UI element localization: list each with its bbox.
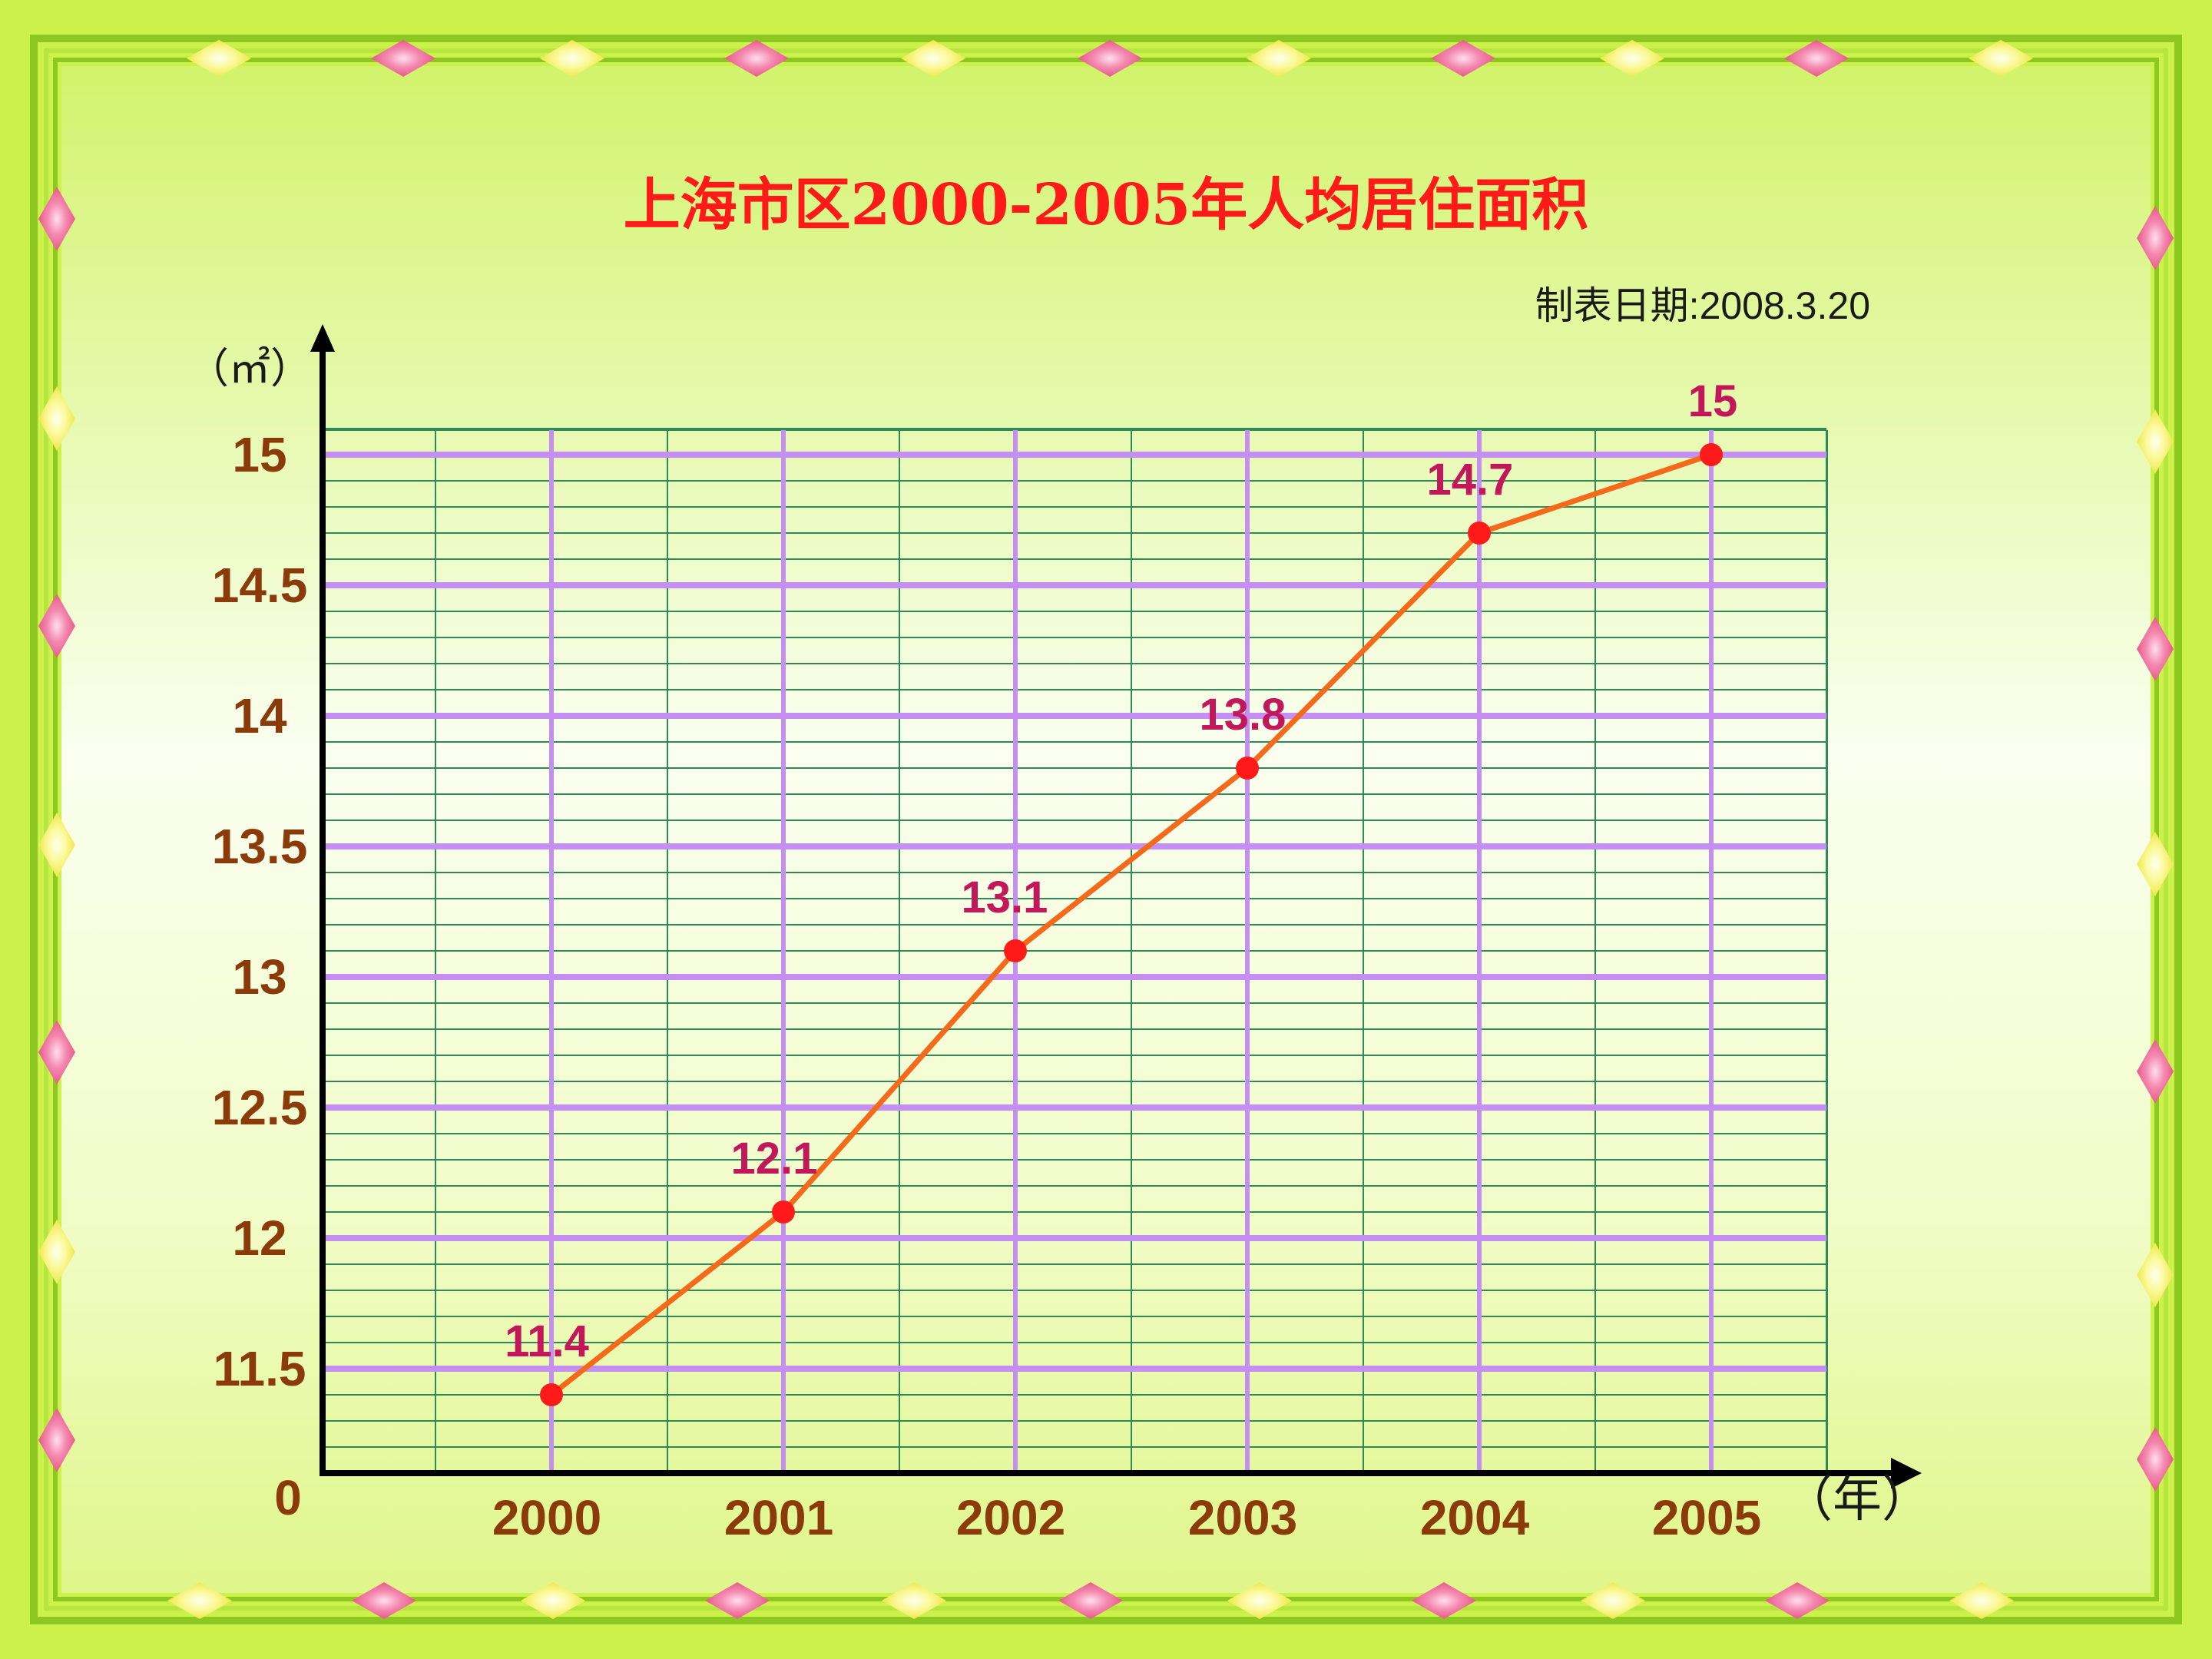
y-origin-label: 0 xyxy=(274,1470,302,1525)
diamond-ornament xyxy=(1227,1582,1292,1619)
diamond-ornament xyxy=(882,1582,946,1619)
diamond-ornament xyxy=(1765,1582,1830,1619)
diamond-ornament xyxy=(1247,40,1311,77)
x-axis-arrow xyxy=(1891,1458,1922,1488)
diamond-ornament xyxy=(38,1408,75,1472)
data-point xyxy=(1236,757,1259,780)
axes xyxy=(310,324,1922,1488)
y-axis-unit-label: （㎡） xyxy=(187,346,312,392)
diamond-ornament xyxy=(2137,1243,2174,1307)
y-tick-label: 11.5 xyxy=(213,1341,306,1396)
data-label: 14.7 xyxy=(1427,455,1514,505)
y-tick-label: 15 xyxy=(232,427,286,482)
x-tick-label: 2003 xyxy=(1188,1490,1297,1545)
diamond-ornament xyxy=(2137,206,2174,270)
data-point xyxy=(1700,443,1723,466)
diamond-ornament xyxy=(1949,1582,2014,1619)
diamond-ornament xyxy=(1600,40,1664,77)
data-points xyxy=(540,443,1723,1406)
data-label: 15 xyxy=(1688,376,1738,426)
diamond-border-decoration xyxy=(38,40,2174,1619)
x-tick-labels: 2000 2001 2002 2003 2004 2005 xyxy=(492,1490,1761,1545)
diamond-ornament xyxy=(1581,1582,1645,1619)
diamond-ornament xyxy=(1969,40,2033,77)
data-point xyxy=(540,1383,563,1406)
diamond-ornament xyxy=(38,594,75,658)
y-tick-label: 13.5 xyxy=(212,819,308,874)
diamond-ornament xyxy=(724,40,789,77)
diamond-ornament xyxy=(38,813,75,877)
data-label: 13.8 xyxy=(1200,690,1286,740)
diamond-ornament xyxy=(38,1220,75,1284)
diamond-ornament xyxy=(38,187,75,251)
diamond-ornament xyxy=(2137,617,2174,681)
grid-major xyxy=(323,430,1826,1473)
x-tick-label: 2001 xyxy=(724,1490,833,1545)
y-tick-label: 14 xyxy=(232,688,287,743)
x-tick-label: 2000 xyxy=(492,1490,601,1545)
x-axis-unit-label: （年） xyxy=(1783,1472,1931,1527)
data-labels: 11.4 12.1 13.1 13.8 14.7 15 xyxy=(505,376,1737,1366)
diamond-ornament xyxy=(521,1582,585,1619)
diamond-ornament xyxy=(167,1582,232,1619)
diamond-ornament xyxy=(187,40,251,77)
data-point xyxy=(772,1200,795,1224)
diamond-ornament xyxy=(2137,832,2174,896)
series-line-group xyxy=(549,452,1713,1397)
diamond-ornament xyxy=(901,40,965,77)
diamond-ornament xyxy=(705,1582,770,1619)
data-label: 11.4 xyxy=(505,1316,589,1366)
diamond-ornament xyxy=(2137,1039,2174,1104)
series-line xyxy=(549,452,1713,1397)
x-tick-label: 2002 xyxy=(956,1490,1065,1545)
data-point xyxy=(1004,939,1027,962)
diamond-ornament xyxy=(1431,40,1495,77)
diamond-ornament xyxy=(1078,40,1142,77)
y-tick-label: 12 xyxy=(232,1210,286,1266)
date-label: 制表日期:2008.3.20 xyxy=(1535,284,1870,327)
y-tick-label: 14.5 xyxy=(212,558,308,613)
y-tick-label: 13 xyxy=(232,949,286,1005)
data-point xyxy=(1468,522,1491,545)
diamond-ornament xyxy=(38,386,75,451)
y-axis-arrow xyxy=(310,324,335,352)
diamond-ornament xyxy=(2137,1427,2174,1492)
plot-background xyxy=(61,66,2151,1593)
diamond-ornament xyxy=(1784,40,1849,77)
diamond-ornament xyxy=(371,40,435,77)
diamond-ornament xyxy=(38,1020,75,1084)
diamond-ornament xyxy=(2137,409,2174,474)
diamond-ornament xyxy=(352,1582,416,1619)
frame-outer xyxy=(30,35,2182,1624)
diamond-ornament xyxy=(540,40,604,77)
chart-title: 上海市区2000-2005年人均居住面积 xyxy=(624,172,1589,238)
data-label: 13.1 xyxy=(962,873,1048,922)
y-tick-labels: 15 14.5 14 13.5 13 12.5 12 11.5 xyxy=(212,427,308,1396)
x-tick-label: 2005 xyxy=(1652,1490,1761,1545)
diamond-ornament xyxy=(1058,1582,1123,1619)
data-label: 12.1 xyxy=(731,1134,818,1184)
diamond-ornament xyxy=(1412,1582,1476,1619)
y-tick-label: 12.5 xyxy=(212,1080,308,1135)
x-tick-label: 2004 xyxy=(1420,1490,1530,1545)
